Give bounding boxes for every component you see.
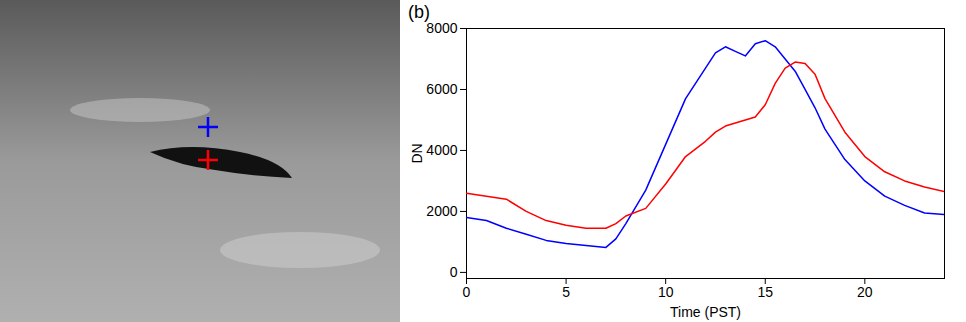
svg-text:DN: DN (409, 143, 425, 163)
svg-text:4000: 4000 (426, 142, 457, 158)
svg-text:0: 0 (450, 264, 458, 280)
svg-text:5: 5 (562, 284, 570, 300)
svg-text:10: 10 (658, 284, 674, 300)
svg-text:2000: 2000 (426, 203, 457, 219)
svg-text:15: 15 (757, 284, 773, 300)
svg-text:8000: 8000 (426, 20, 457, 36)
svg-text:0: 0 (463, 284, 471, 300)
html-text:(b): (b) (408, 2, 430, 22)
svg-text:6000: 6000 (426, 81, 457, 97)
svg-text:Time (PST): Time (PST) (670, 304, 741, 320)
svg-text:20: 20 (857, 284, 873, 300)
